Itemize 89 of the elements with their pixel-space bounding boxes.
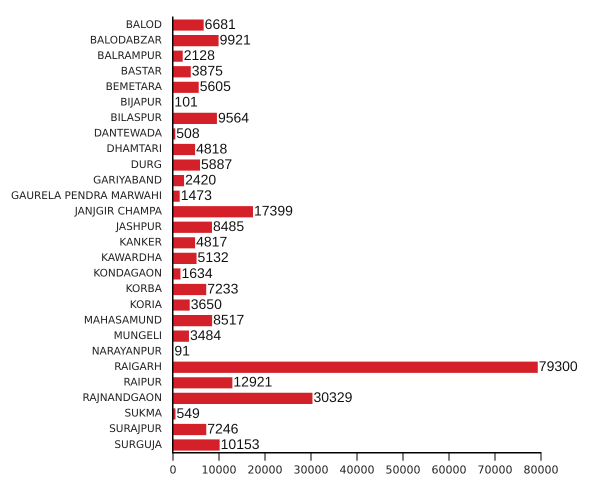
data-label: 508 xyxy=(176,124,200,141)
data-label: 549 xyxy=(176,404,200,421)
bar xyxy=(173,268,180,280)
bar xyxy=(173,175,184,186)
bar xyxy=(173,50,183,62)
data-label: 5132 xyxy=(198,249,229,266)
data-label: 1473 xyxy=(180,187,212,204)
y-tick-label: RAJNANDGAON xyxy=(82,392,162,404)
data-label: 91 xyxy=(174,342,190,359)
bar xyxy=(173,314,212,326)
bar xyxy=(173,439,220,451)
x-tick-label: 40000 xyxy=(339,463,374,476)
data-label: 101 xyxy=(174,94,198,110)
bar xyxy=(173,299,190,311)
data-label: 9564 xyxy=(218,109,250,126)
data-label: 3484 xyxy=(190,327,222,344)
data-label: 7246 xyxy=(207,420,239,436)
y-tick-label: KORBA xyxy=(126,283,163,296)
y-tick-label: KANKER xyxy=(119,236,162,249)
y-tick-label: JANJGIR CHAMPA xyxy=(74,205,163,218)
data-label: 10153 xyxy=(220,436,260,452)
bar xyxy=(173,144,196,156)
y-tick-label: DHAMTARI xyxy=(106,143,162,156)
y-tick-label: KONDAGAON xyxy=(93,268,162,280)
data-label: 4818 xyxy=(196,140,228,156)
x-tick-label: 10000 xyxy=(201,463,236,476)
y-tick-label: RAIGARH xyxy=(114,360,162,373)
y-tick-label: DURG xyxy=(130,158,162,171)
data-label: 5887 xyxy=(201,156,232,172)
y-tick-label: KORIA xyxy=(130,298,163,311)
data-label: 7233 xyxy=(207,280,239,296)
y-tick-label: GAURELA PENDRA MARWAHI xyxy=(11,190,162,202)
x-tick-label: 60000 xyxy=(431,463,466,476)
bar xyxy=(173,206,253,218)
bar xyxy=(173,222,212,233)
bar xyxy=(173,35,219,46)
bar xyxy=(173,237,196,248)
y-tick-label: BILASPUR xyxy=(110,112,162,124)
bar xyxy=(173,284,206,296)
y-tick-label: BIJAPUR xyxy=(120,96,162,109)
bar xyxy=(173,330,189,342)
data-label: 8485 xyxy=(212,218,244,234)
y-tick-label: DANTEWADA xyxy=(94,128,163,140)
y-tick-label: SURGUJA xyxy=(114,438,163,451)
x-tick-label: 80000 xyxy=(524,463,558,476)
y-tick-label: SUKMA xyxy=(124,408,163,420)
bar xyxy=(173,190,180,202)
y-tick-label: KAWARDHA xyxy=(101,252,163,264)
x-tick-label: 30000 xyxy=(293,463,328,476)
y-tick-label: SURAJPUR xyxy=(109,423,162,436)
data-label: 5605 xyxy=(200,78,232,94)
bar xyxy=(173,252,197,264)
bar xyxy=(173,159,200,171)
data-label: 4817 xyxy=(196,234,228,250)
bar xyxy=(173,66,191,78)
bar xyxy=(173,82,199,93)
y-tick-label: BALRAMPUR xyxy=(97,50,162,62)
y-tick-label: GARIYABAND xyxy=(93,174,162,186)
data-label: 30329 xyxy=(313,389,353,406)
x-tick-label: 20000 xyxy=(247,463,282,476)
bar xyxy=(173,392,312,404)
y-tick-label: BALOD xyxy=(126,18,162,31)
data-label: 3875 xyxy=(192,62,224,79)
bar xyxy=(173,362,538,373)
data-label: 2128 xyxy=(184,47,216,64)
data-label: 79300 xyxy=(538,358,578,374)
data-label: 1634 xyxy=(181,264,213,281)
data-label: 3650 xyxy=(190,296,222,312)
bar xyxy=(173,424,206,436)
y-tick-label: RAIPUR xyxy=(123,376,162,389)
y-tick-label: BALODABZAR xyxy=(90,34,162,46)
y-tick-label: MUNGELI xyxy=(114,330,162,342)
y-tick-label: MAHASAMUND xyxy=(84,314,162,326)
data-label: 12921 xyxy=(233,374,273,390)
x-tick-label: 50000 xyxy=(385,463,420,476)
y-tick-label: BASTAR xyxy=(120,65,162,78)
bar xyxy=(173,377,232,388)
bar xyxy=(173,19,204,31)
data-label: 6681 xyxy=(204,16,236,32)
bar xyxy=(173,112,217,124)
data-label: 9921 xyxy=(220,31,251,48)
data-label: 8517 xyxy=(213,311,244,328)
data-label: 17399 xyxy=(254,202,294,219)
y-tick-label: JASHPUR xyxy=(114,221,162,234)
data-label: 2420 xyxy=(185,171,216,188)
y-tick-label: BEMETARA xyxy=(106,81,163,94)
x-tick-label: 70000 xyxy=(477,463,512,476)
x-tick-label: 0 xyxy=(169,463,176,476)
y-tick-label: NARAYANPUR xyxy=(92,345,162,358)
